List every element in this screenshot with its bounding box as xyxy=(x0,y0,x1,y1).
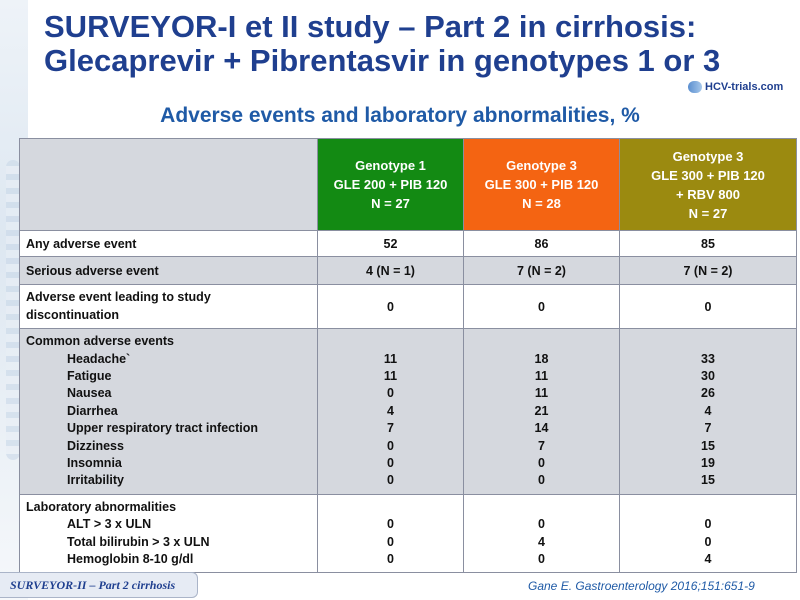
cell-value: 7 (N = 2) xyxy=(463,256,620,285)
page-title-line-1: SURVEYOR-I et II study – Part 2 in cirrh… xyxy=(44,9,697,44)
list-item: Irritability xyxy=(67,473,124,488)
cell-value: 4 xyxy=(704,403,712,418)
header-line: Genotype 3 xyxy=(672,148,744,164)
cell-value: 7 (N = 2) xyxy=(619,256,797,285)
header-genotype-3-rbv: Genotype 3 GLE 300 + PIB 120 + RBV 800 N… xyxy=(619,138,797,231)
header-line: GLE 200 + PIB 120 xyxy=(333,177,448,192)
group-heading: Common adverse events xyxy=(26,334,174,349)
list-item: Upper respiratory tract infection xyxy=(67,421,259,436)
header-line: N = 27 xyxy=(371,196,410,211)
lab-col-1: 0 0 0 xyxy=(317,494,464,573)
cell-value: 0 xyxy=(387,534,394,549)
table-row: Any adverse event 52 86 85 xyxy=(19,230,797,257)
cell-value: 33 xyxy=(701,351,715,366)
row-label-line: discontinuation xyxy=(26,307,120,322)
cell-value: 15 xyxy=(701,438,715,453)
hcv-trials-logo: HCV-trials.com xyxy=(688,79,783,95)
cell-value: 0 xyxy=(704,534,712,549)
table-row: Common adverse events Headache` Fatigue … xyxy=(19,328,797,495)
table-row: Laboratory abnormalities ALT > 3 x ULN T… xyxy=(19,494,797,573)
header-genotype-3: Genotype 3 GLE 300 + PIB 120 N = 28 xyxy=(463,138,620,231)
cell-value: 19 xyxy=(701,456,715,471)
cell-value: 7 xyxy=(387,421,394,436)
common-ae-col-1: 11 11 0 4 7 0 0 0 xyxy=(317,328,464,495)
header-genotype-1: Genotype 1 GLE 200 + PIB 120 N = 27 xyxy=(317,138,464,231)
table-header-row: Genotype 1 GLE 200 + PIB 120 N = 27 Geno… xyxy=(19,138,797,231)
cell-value: 4 (N = 1) xyxy=(317,256,464,285)
common-ae-col-2: 18 11 11 21 14 7 0 0 xyxy=(463,328,620,495)
cell-value: 4 xyxy=(387,403,394,418)
cell-value: 0 xyxy=(538,456,545,471)
cell-value: 21 xyxy=(534,403,549,418)
cell-value: 85 xyxy=(619,230,797,257)
table-row: Serious adverse event 4 (N = 1) 7 (N = 2… xyxy=(19,256,797,285)
list-item: Total bilirubin > 3 x ULN xyxy=(67,534,210,549)
cell-value: 11 xyxy=(383,368,398,383)
common-ae-col-3: 33 30 26 4 7 15 19 15 xyxy=(619,328,797,495)
group-heading: Laboratory abnormalities xyxy=(26,499,177,514)
list-item: Dizziness xyxy=(67,438,124,453)
header-line: GLE 300 + PIB 120 xyxy=(484,177,599,192)
cell-value: 0 xyxy=(387,551,394,566)
cell-value: 0 xyxy=(704,517,712,532)
lab-abnormalities-labels: Laboratory abnormalities ALT > 3 x ULN T… xyxy=(19,494,318,573)
logo-text: HCV-trials.com xyxy=(705,81,784,93)
common-adverse-events-labels: Common adverse events Headache` Fatigue … xyxy=(19,328,318,495)
footer-study-tab: SURVEYOR-II – Part 2 cirrhosis xyxy=(0,572,198,598)
list-item: Fatigue xyxy=(67,368,112,383)
cell-value: 0 xyxy=(538,551,545,566)
cell-value: 0 xyxy=(387,438,394,453)
header-line: Genotype 3 xyxy=(506,158,577,173)
cell-value: 0 xyxy=(538,517,545,532)
cell-value: 30 xyxy=(701,368,715,383)
cell-value: 7 xyxy=(538,438,545,453)
list-item: Diarrhea xyxy=(67,403,118,418)
cell-value: 11 xyxy=(383,351,398,366)
cell-value: 52 xyxy=(317,230,464,257)
page-title-line-2: Glecaprevir + Pibrentasvir in genotypes … xyxy=(44,43,721,78)
cell-value: 0 xyxy=(463,284,620,329)
cell-value: 4 xyxy=(538,534,545,549)
list-item: Insomnia xyxy=(67,456,122,471)
list-item: Hemoglobin 8-10 g/dl xyxy=(67,551,194,566)
cell-value: 18 xyxy=(534,351,549,366)
header-empty-cell xyxy=(19,138,318,231)
cell-value: 11 xyxy=(534,368,549,383)
row-label: Serious adverse event xyxy=(19,256,318,285)
cell-value: 0 xyxy=(387,386,394,401)
header-line: + RBV 800 xyxy=(676,186,740,202)
header-line: Genotype 1 xyxy=(355,158,426,173)
cell-value: 0 xyxy=(317,284,464,329)
cell-value: 4 xyxy=(704,551,712,566)
row-label: Any adverse event xyxy=(19,230,318,257)
row-label-line: Adverse event leading to study xyxy=(26,290,211,305)
list-item: Headache` xyxy=(67,351,131,366)
table-row: Adverse event leading to study discontin… xyxy=(19,284,797,329)
cell-value: 0 xyxy=(387,473,394,488)
cell-value: 26 xyxy=(701,386,715,401)
lab-col-2: 0 4 0 xyxy=(463,494,620,573)
header-line: N = 28 xyxy=(522,196,561,211)
cell-value: 15 xyxy=(701,473,715,488)
header-line: GLE 300 + PIB 120 xyxy=(651,167,765,183)
cell-value: 11 xyxy=(534,386,549,401)
cell-value: 0 xyxy=(619,284,797,329)
page-title: SURVEYOR-I et II study – Part 2 in cirrh… xyxy=(44,10,784,78)
list-item: Nausea xyxy=(67,386,112,401)
list-item: ALT > 3 x ULN xyxy=(67,517,152,532)
cell-value: 0 xyxy=(387,456,394,471)
logo-mark-icon xyxy=(688,81,702,93)
lab-col-3: 0 0 4 xyxy=(619,494,797,573)
cell-value: 7 xyxy=(704,421,712,436)
cell-value: 0 xyxy=(538,473,545,488)
section-subtitle: Adverse events and laboratory abnormalit… xyxy=(160,104,640,127)
header-line: N = 27 xyxy=(688,205,728,221)
citation: Gane E. Gastroenterology 2016;151:651-9 xyxy=(528,579,755,593)
row-label: Adverse event leading to study discontin… xyxy=(19,284,318,329)
adverse-events-table: Genotype 1 GLE 200 + PIB 120 N = 27 Geno… xyxy=(19,138,797,573)
cell-value: 86 xyxy=(463,230,620,257)
cell-value: 0 xyxy=(387,517,394,532)
cell-value: 14 xyxy=(534,421,549,436)
